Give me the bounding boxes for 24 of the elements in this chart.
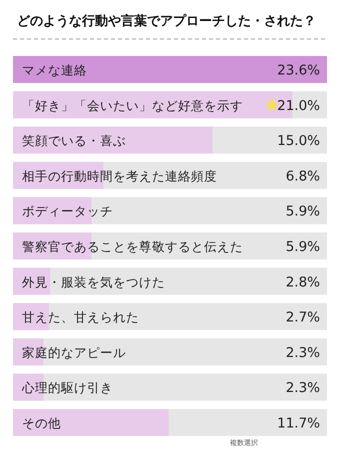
y-tick-label: その他 [22, 416, 61, 430]
data-label: 2.8% [286, 274, 320, 290]
y-tick-label: 外見・服装を気をつけた [22, 274, 165, 290]
data-label: 5.9% [286, 239, 320, 255]
y-tick-label: マメな連絡 [22, 62, 87, 78]
data-label: 2.7% [286, 310, 320, 326]
data-label: 11.7% [277, 416, 320, 432]
y-tick-label: 相手の行動時間を考えた連絡頻度 [22, 168, 217, 184]
y-tick-label: 家庭的なアピール [22, 344, 126, 360]
y-tick-label: 心理的駆け引き [21, 380, 113, 396]
y-tick-label: 甘えた、甘えられた [22, 310, 139, 325]
y-tick-label: 笑顔でいる・喜ぶ [22, 133, 126, 148]
data-label: 2.3% [286, 380, 320, 396]
y-tick-label: 「好き」「会いたい」など好意を示す [22, 98, 243, 113]
data-label: 15.0% [277, 133, 320, 150]
data-label: 23.6% [277, 62, 320, 78]
y-tick-label: 警察官であることを尊敬すると伝えた [22, 239, 243, 254]
data-label: 21.0% [277, 98, 320, 114]
data-label: 5.9% [286, 204, 320, 220]
bar [13, 303, 49, 330]
data-label: 2.3% [286, 344, 320, 361]
y-tick-label: ボディータッチ [22, 204, 113, 219]
chart-title: どのような行動や言葉でアプローチした・された？ [17, 13, 316, 29]
data-label: 6.8% [286, 168, 320, 184]
